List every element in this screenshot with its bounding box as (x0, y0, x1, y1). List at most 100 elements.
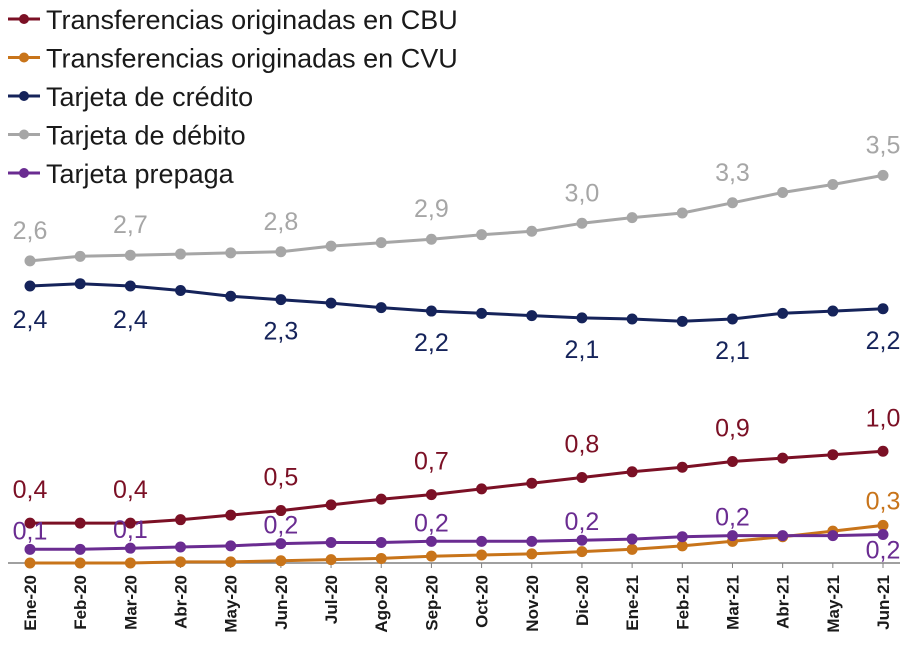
x-tick-label-mar-21: Mar-21 (723, 575, 742, 630)
data-point-mar-21 (726, 456, 738, 468)
data-point-ene-20 (24, 517, 36, 529)
data-point-nov-20 (526, 310, 538, 322)
data-point-mar-20 (124, 280, 136, 292)
data-point-feb-21 (676, 540, 688, 552)
data-point-mar-20 (124, 557, 136, 569)
x-tick-label-jun-20: Jun-20 (272, 575, 291, 630)
data-point-mar-20 (124, 249, 136, 261)
data-point-ago-20 (375, 493, 387, 505)
data-point-may-21 (827, 530, 839, 542)
data-point-ene-20 (24, 280, 36, 292)
data-label-tarjeta-prepaga-sep-20: 0,2 (414, 509, 449, 537)
series-tarjeta-de-debito (24, 169, 889, 267)
data-point-ago-20 (375, 536, 387, 548)
data-point-feb-20 (74, 517, 86, 529)
legend-marker (19, 129, 29, 140)
data-point-jun-20 (275, 505, 287, 517)
x-tick-label-feb-21: Feb-21 (673, 575, 692, 630)
data-point-dic-20 (576, 217, 588, 229)
data-label-tarjeta-de-debito-mar-20: 2,7 (113, 211, 148, 239)
data-point-sep-20 (425, 535, 437, 547)
series-line (30, 449, 884, 525)
data-point-ago-20 (375, 302, 387, 314)
series-tarjeta-de-credito (24, 278, 889, 327)
data-label-tarjeta-de-credito-dic-20: 2,1 (565, 336, 600, 364)
data-point-mar-20 (124, 517, 136, 529)
data-point-jun-21 (877, 303, 889, 315)
data-point-may-20 (225, 540, 237, 552)
data-label-tarjeta-prepaga-mar-21: 0,2 (715, 504, 750, 532)
data-label-tarjeta-de-credito-mar-21: 2,1 (715, 337, 750, 365)
data-point-oct-20 (476, 307, 488, 319)
data-point-nov-20 (526, 225, 538, 237)
data-point-abr-20 (175, 541, 187, 553)
series-line (29, 282, 884, 323)
legend-marker (19, 91, 29, 101)
data-point-oct-20 (476, 483, 488, 495)
data-point-ene-21 (626, 543, 638, 555)
data-point-oct-20 (476, 535, 488, 547)
legend: Transferencias originadas en CBU Transfer… (8, 5, 458, 189)
data-point-abr-21 (777, 187, 789, 198)
data-point-jul-20 (325, 536, 337, 548)
data-label-tarjeta-prepaga-jun-20: 0,2 (263, 512, 298, 540)
data-point-jun-21 (877, 519, 889, 531)
x-tick-label-abr-20: Abr-20 (172, 575, 191, 629)
data-point-abr-21 (777, 307, 789, 319)
data-point-may-20 (225, 509, 237, 521)
data-point-feb-20 (74, 278, 86, 290)
data-label-tarjeta-prepaga-dic-20: 0,2 (565, 508, 600, 536)
x-axis-ticks: Ene-20 Feb-20 Mar-20 Abr-20 May-20 Jun-20 Jul-… (21, 563, 893, 633)
data-point-feb-21 (676, 531, 688, 543)
data-point-feb-20 (74, 557, 86, 569)
x-tick-label-ago-20: Ago-20 (372, 575, 391, 633)
series-line (30, 533, 884, 551)
data-point-sep-20 (425, 489, 437, 501)
legend-label: Tarjeta de crédito (46, 82, 253, 112)
data-point-may-21 (827, 449, 839, 461)
data-point-feb-20 (74, 250, 86, 262)
data-point-mar-21 (726, 530, 738, 542)
data-point-mar-21 (726, 313, 738, 325)
legend-label: Tarjeta prepaga (46, 159, 235, 189)
data-point-dic-20 (576, 312, 588, 324)
series-transferencias-originadas-en-cbu (24, 445, 889, 529)
data-point-jun-20 (275, 538, 287, 550)
data-point-mar-20 (124, 542, 136, 554)
data-point-jun-20 (275, 555, 287, 567)
data-point-ene-21 (626, 313, 638, 325)
data-point-abr-20 (175, 556, 187, 568)
legend-item-transferencias-originadas-en-cvu: Transferencias originadas en CVU (8, 44, 458, 74)
data-point-ene-20 (24, 255, 36, 267)
legend-label: Transferencias originadas en CVU (46, 44, 458, 74)
data-point-may-21 (827, 179, 839, 191)
x-tick-label-may-21: May-21 (824, 575, 843, 633)
data-point-may-20 (225, 290, 237, 302)
data-point-ene-21 (626, 466, 638, 478)
series-line (30, 523, 884, 565)
legend-item-transferencias-originadas-en-cbu: Transferencias originadas en CBU (8, 5, 458, 35)
data-label-transferencias-originadas-en-cbu-mar-21: 0,9 (715, 415, 750, 443)
data-label-tarjeta-prepaga-mar-20: 0,1 (113, 516, 148, 544)
data-point-abr-20 (175, 248, 187, 260)
data-point-nov-20 (526, 548, 538, 560)
data-label-transferencias-originadas-en-cvu-jun-21: 0,3 (866, 487, 901, 515)
data-point-sep-20 (425, 305, 437, 317)
data-label-tarjeta-de-credito-jun-21: 2,2 (866, 327, 901, 355)
data-point-feb-21 (676, 461, 688, 473)
data-label-tarjeta-prepaga-ene-20: 0,1 (13, 517, 48, 545)
series-layer (24, 169, 889, 569)
data-point-jun-21 (877, 445, 889, 457)
data-label-transferencias-originadas-en-cbu-jun-20: 0,5 (263, 464, 298, 492)
data-point-jul-20 (325, 240, 337, 252)
data-point-jun-21 (877, 169, 889, 181)
legend-marker (19, 168, 29, 178)
legend-item-tarjeta-prepaga: Tarjeta prepaga (8, 159, 235, 189)
data-label-transferencias-originadas-en-cbu-ene-20: 0,4 (13, 476, 48, 504)
x-tick-label-jul-20: Jul-20 (322, 575, 341, 624)
data-point-oct-20 (476, 549, 488, 561)
data-label-transferencias-originadas-en-cbu-dic-20: 0,8 (565, 431, 600, 459)
data-label-tarjeta-de-debito-jun-20: 2,8 (263, 208, 298, 236)
data-label-tarjeta-prepaga-jun-21: 0,2 (866, 537, 901, 565)
